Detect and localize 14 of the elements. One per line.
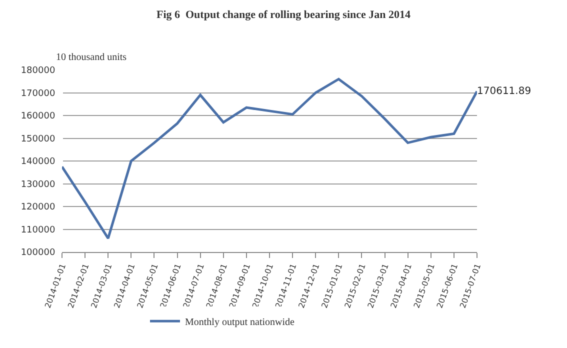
y-tick-label: 130000: [20, 180, 56, 190]
y-tick-label: 180000: [20, 66, 56, 76]
y-tick-label: 110000: [20, 225, 56, 236]
y-tick-label: 170000: [20, 88, 56, 99]
y-tick-label: 120000: [20, 202, 56, 213]
y-tick-label: 150000: [20, 134, 56, 144]
legend-label: Monthly output nationwide: [185, 317, 295, 328]
y-tick-label: 100000: [20, 248, 56, 258]
y-tick-label: 140000: [20, 157, 56, 168]
line-series: [62, 78, 477, 240]
y-axis-title: 10 thousand units: [56, 52, 127, 63]
y-tick-label: 160000: [20, 112, 56, 122]
data-label: 170611.89: [477, 86, 532, 97]
chart-title: Fig 6 Output change of rolling bearing since Jan 2014: [156, 9, 412, 22]
